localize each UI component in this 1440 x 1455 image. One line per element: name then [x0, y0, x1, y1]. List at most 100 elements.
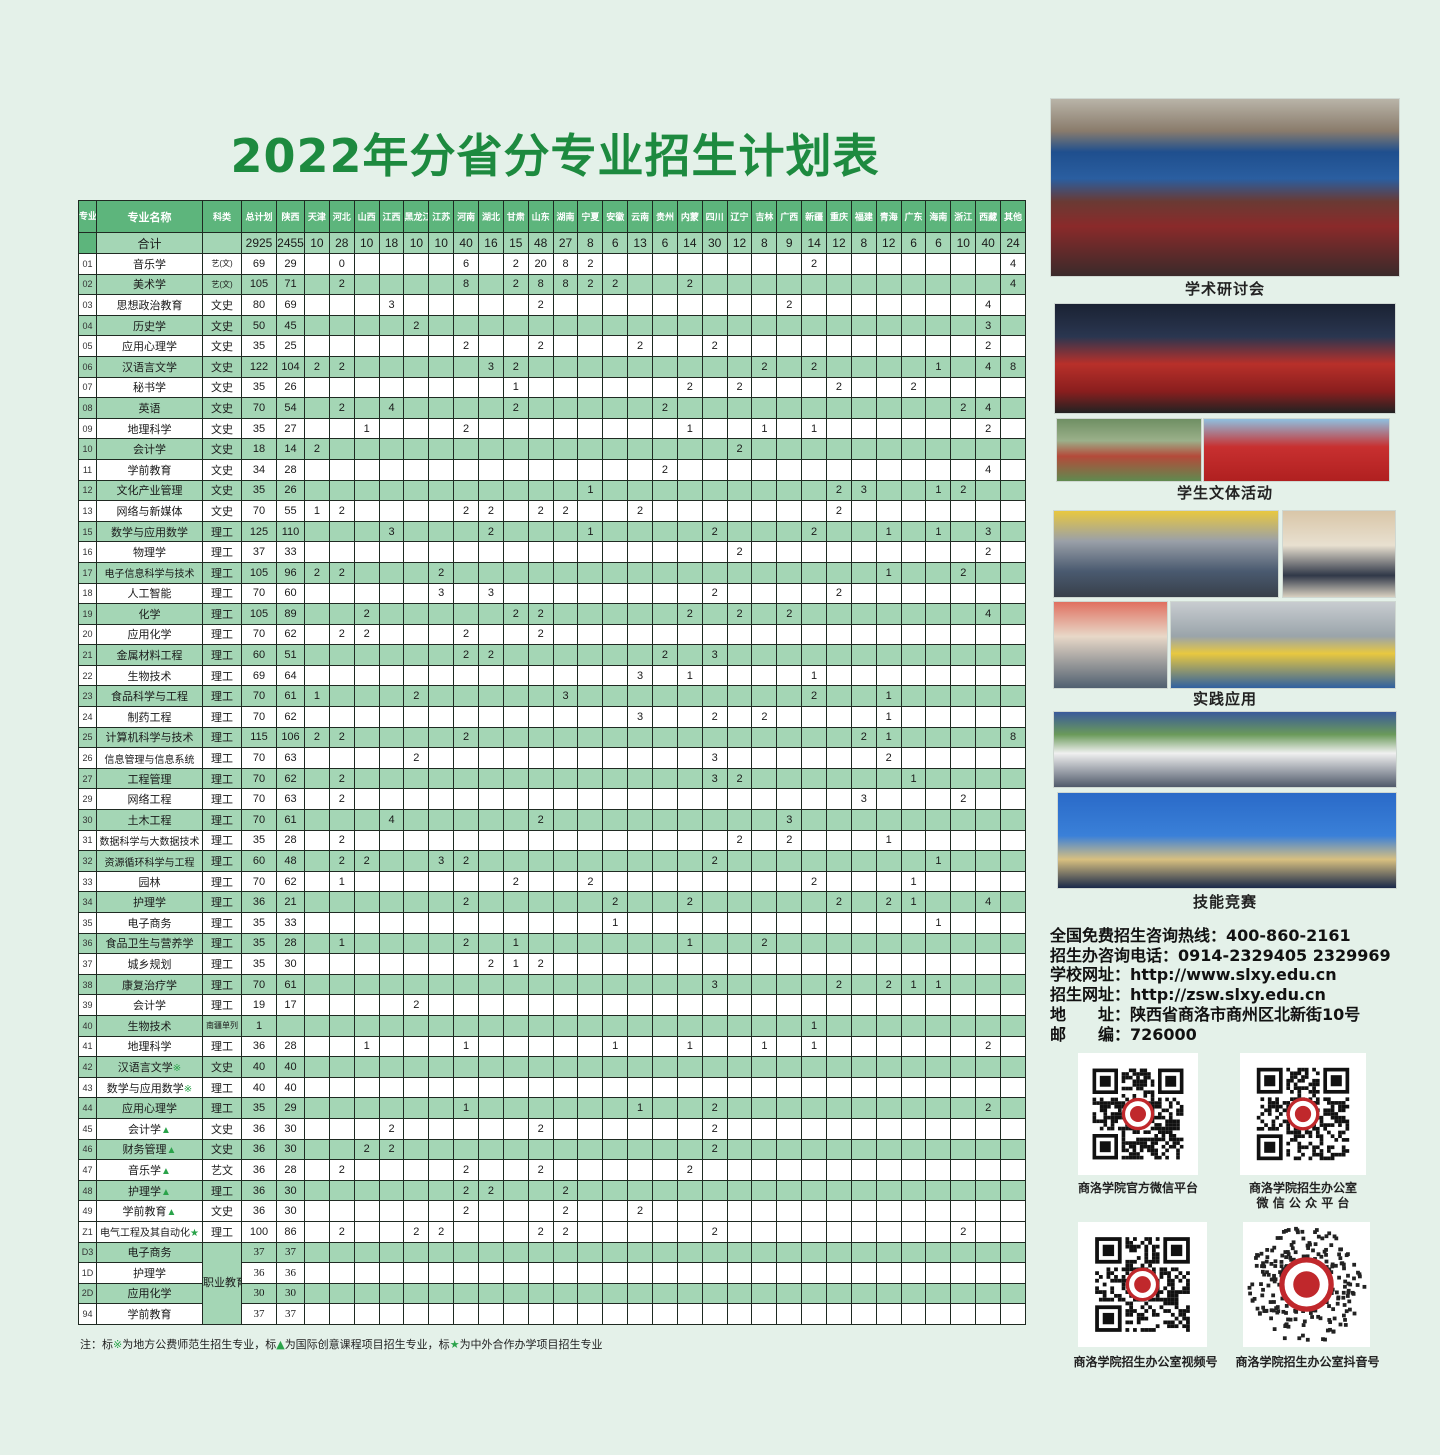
province-cell	[900, 1241, 927, 1264]
major-name: 音乐学▲	[96, 1159, 203, 1181]
province-cell	[428, 1200, 455, 1222]
major-mark: ▲	[166, 1207, 177, 1219]
province-cell	[627, 1056, 654, 1078]
shaanxi-plan: 62	[276, 706, 305, 728]
province-cell	[627, 294, 654, 316]
province-cell	[527, 1138, 554, 1161]
table-row: 24 制药工程 理工 70 62 3 2 2 1	[78, 706, 1026, 728]
province-cell	[925, 644, 952, 666]
province-cell	[552, 1159, 579, 1181]
province-cell	[403, 438, 430, 460]
province-cell	[726, 932, 753, 955]
wechat-admission-qr-code[interactable]	[1240, 1053, 1366, 1175]
province-cell	[975, 1179, 1002, 1202]
province-cell	[1000, 1262, 1026, 1284]
province-cell	[826, 561, 852, 584]
province-cell	[776, 973, 803, 996]
province-cell	[502, 726, 529, 749]
province-cell	[900, 500, 927, 522]
province-cell	[975, 994, 1002, 1016]
province-cell: 1	[875, 829, 902, 852]
province-cell	[403, 520, 430, 543]
province-cell	[726, 1138, 753, 1161]
video-channel-qr-code[interactable]	[1078, 1222, 1207, 1347]
province-cell	[676, 1220, 703, 1243]
note-text: 为国际创意课程项目招生专业，标	[284, 1338, 450, 1351]
summary-province-total: 6	[602, 232, 629, 254]
province-cell	[478, 273, 504, 296]
province-cell	[627, 809, 654, 831]
province-cell	[676, 1097, 703, 1119]
shaanxi-plan: 21	[276, 891, 305, 913]
summary-province-total: 14	[676, 232, 703, 254]
province-cell	[328, 912, 355, 934]
province-cell	[776, 541, 803, 563]
header-province: 青海	[875, 200, 902, 233]
province-cell	[950, 603, 977, 625]
province-cell	[378, 479, 405, 502]
province-cell	[428, 1056, 455, 1078]
category-cell: 理工	[202, 1179, 242, 1202]
province-cell	[453, 355, 480, 378]
province-cell	[801, 1179, 828, 1202]
header-province: 广东	[900, 200, 927, 233]
major-name: 美术学	[96, 273, 203, 296]
major-name: 食品卫生与营养学	[96, 932, 203, 955]
province-cell	[925, 891, 952, 913]
province-cell	[776, 273, 803, 296]
category-cell: 理工	[202, 520, 242, 543]
province-cell	[726, 582, 753, 605]
province-cell	[403, 1159, 430, 1181]
province-cell	[502, 1179, 529, 1202]
wechat-official-qr-code[interactable]	[1078, 1053, 1198, 1175]
province-cell	[453, 767, 480, 790]
major-name-text: 学前教育	[127, 464, 172, 477]
province-cell	[676, 994, 703, 1016]
province-cell: 2	[304, 561, 330, 584]
province-cell	[875, 1159, 902, 1181]
province-cell	[925, 623, 952, 646]
province-cell	[552, 582, 579, 605]
photo-group-award	[1282, 510, 1396, 598]
province-cell	[900, 850, 927, 872]
province-cell	[577, 809, 604, 831]
admission-website-link[interactable]: http://zsw.slxy.edu.cn	[1130, 985, 1326, 1005]
province-cell	[900, 1303, 927, 1325]
province-cell	[975, 1138, 1002, 1161]
province-cell	[527, 747, 554, 769]
province-cell: 1	[676, 664, 703, 687]
website-link[interactable]: http://www.slxy.edu.cn	[1130, 965, 1337, 985]
province-cell: 1	[304, 500, 330, 522]
total-plan: 80	[241, 294, 277, 316]
shaanxi-plan: 14	[276, 438, 305, 460]
qr-finder	[1102, 1244, 1115, 1257]
province-cell	[577, 1056, 604, 1078]
province-cell	[975, 273, 1002, 296]
province-cell	[701, 1056, 728, 1078]
province-cell	[726, 1179, 753, 1202]
province-cell	[403, 603, 430, 625]
province-cell	[676, 870, 703, 893]
category-cell: 文史	[202, 397, 242, 419]
province-cell	[676, 541, 703, 563]
province-cell	[652, 788, 678, 811]
province-cell	[776, 561, 803, 584]
shaanxi-plan: 86	[276, 1220, 305, 1243]
province-cell	[552, 829, 579, 852]
province-cell	[602, 582, 629, 605]
province-cell: 2	[726, 767, 753, 790]
province-cell	[975, 706, 1002, 728]
province-cell	[900, 314, 927, 337]
province-cell	[776, 417, 803, 440]
major-name-text: 历史学	[133, 320, 166, 333]
major-name: 应用心理学	[96, 335, 203, 357]
douyin-qr-code[interactable]	[1243, 1222, 1370, 1347]
province-cell	[428, 1014, 455, 1037]
province-cell	[478, 1117, 504, 1140]
province-cell	[652, 1097, 678, 1119]
province-cell	[602, 417, 629, 440]
province-cell	[602, 500, 629, 522]
province-cell	[1000, 1200, 1026, 1222]
province-cell	[900, 1200, 927, 1222]
province-cell	[900, 623, 927, 646]
